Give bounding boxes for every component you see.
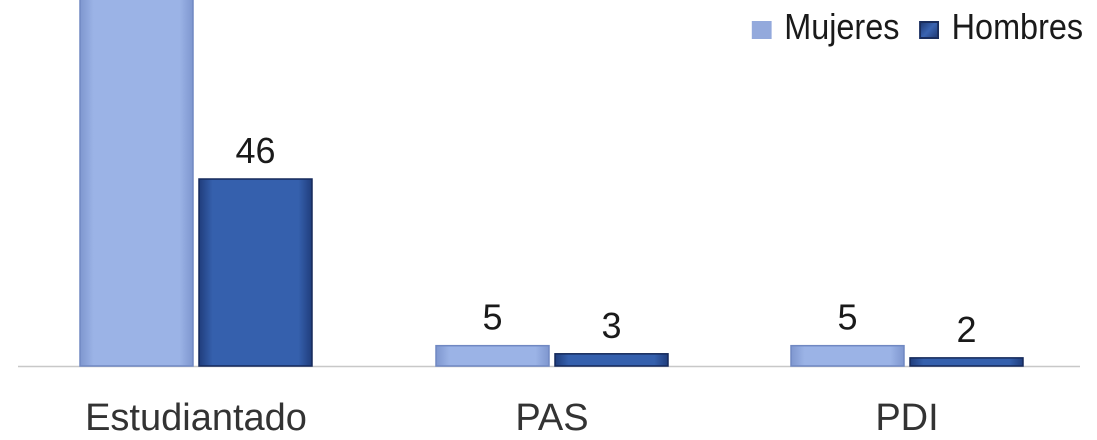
- legend-label-mujeres: Mujeres: [784, 6, 900, 47]
- legend-item-hombres: Hombres: [919, 6, 1083, 48]
- category-label-estudiantado: Estudiantado: [85, 397, 307, 439]
- category-label-pas: PAS: [515, 397, 588, 439]
- data-label-mujeres-pas: 5: [482, 297, 502, 338]
- data-label-hombres-pas: 3: [601, 305, 621, 346]
- data-label-mujeres-pdi: 5: [837, 297, 857, 338]
- bar-hombres-estudiantado: [198, 178, 313, 367]
- data-label-hombres-pdi: 2: [956, 309, 976, 350]
- chart-legend: Mujeres Hombres: [751, 6, 1083, 48]
- legend-label-hombres: Hombres: [951, 6, 1083, 47]
- legend-swatch-hombres: [919, 21, 939, 39]
- bar-hombres-pas: [554, 353, 669, 367]
- legend-item-mujeres: Mujeres: [751, 6, 900, 48]
- bar-hombres-pdi: [909, 357, 1024, 367]
- data-label-hombres-estudiantado: 46: [235, 130, 275, 171]
- bar-mujeres-estudiantado: [79, 0, 194, 367]
- category-label-pdi: PDI: [875, 397, 938, 439]
- bar-mujeres-pas: [435, 344, 550, 367]
- legend-swatch-mujeres: [751, 21, 772, 39]
- bar-mujeres-pdi: [790, 344, 905, 367]
